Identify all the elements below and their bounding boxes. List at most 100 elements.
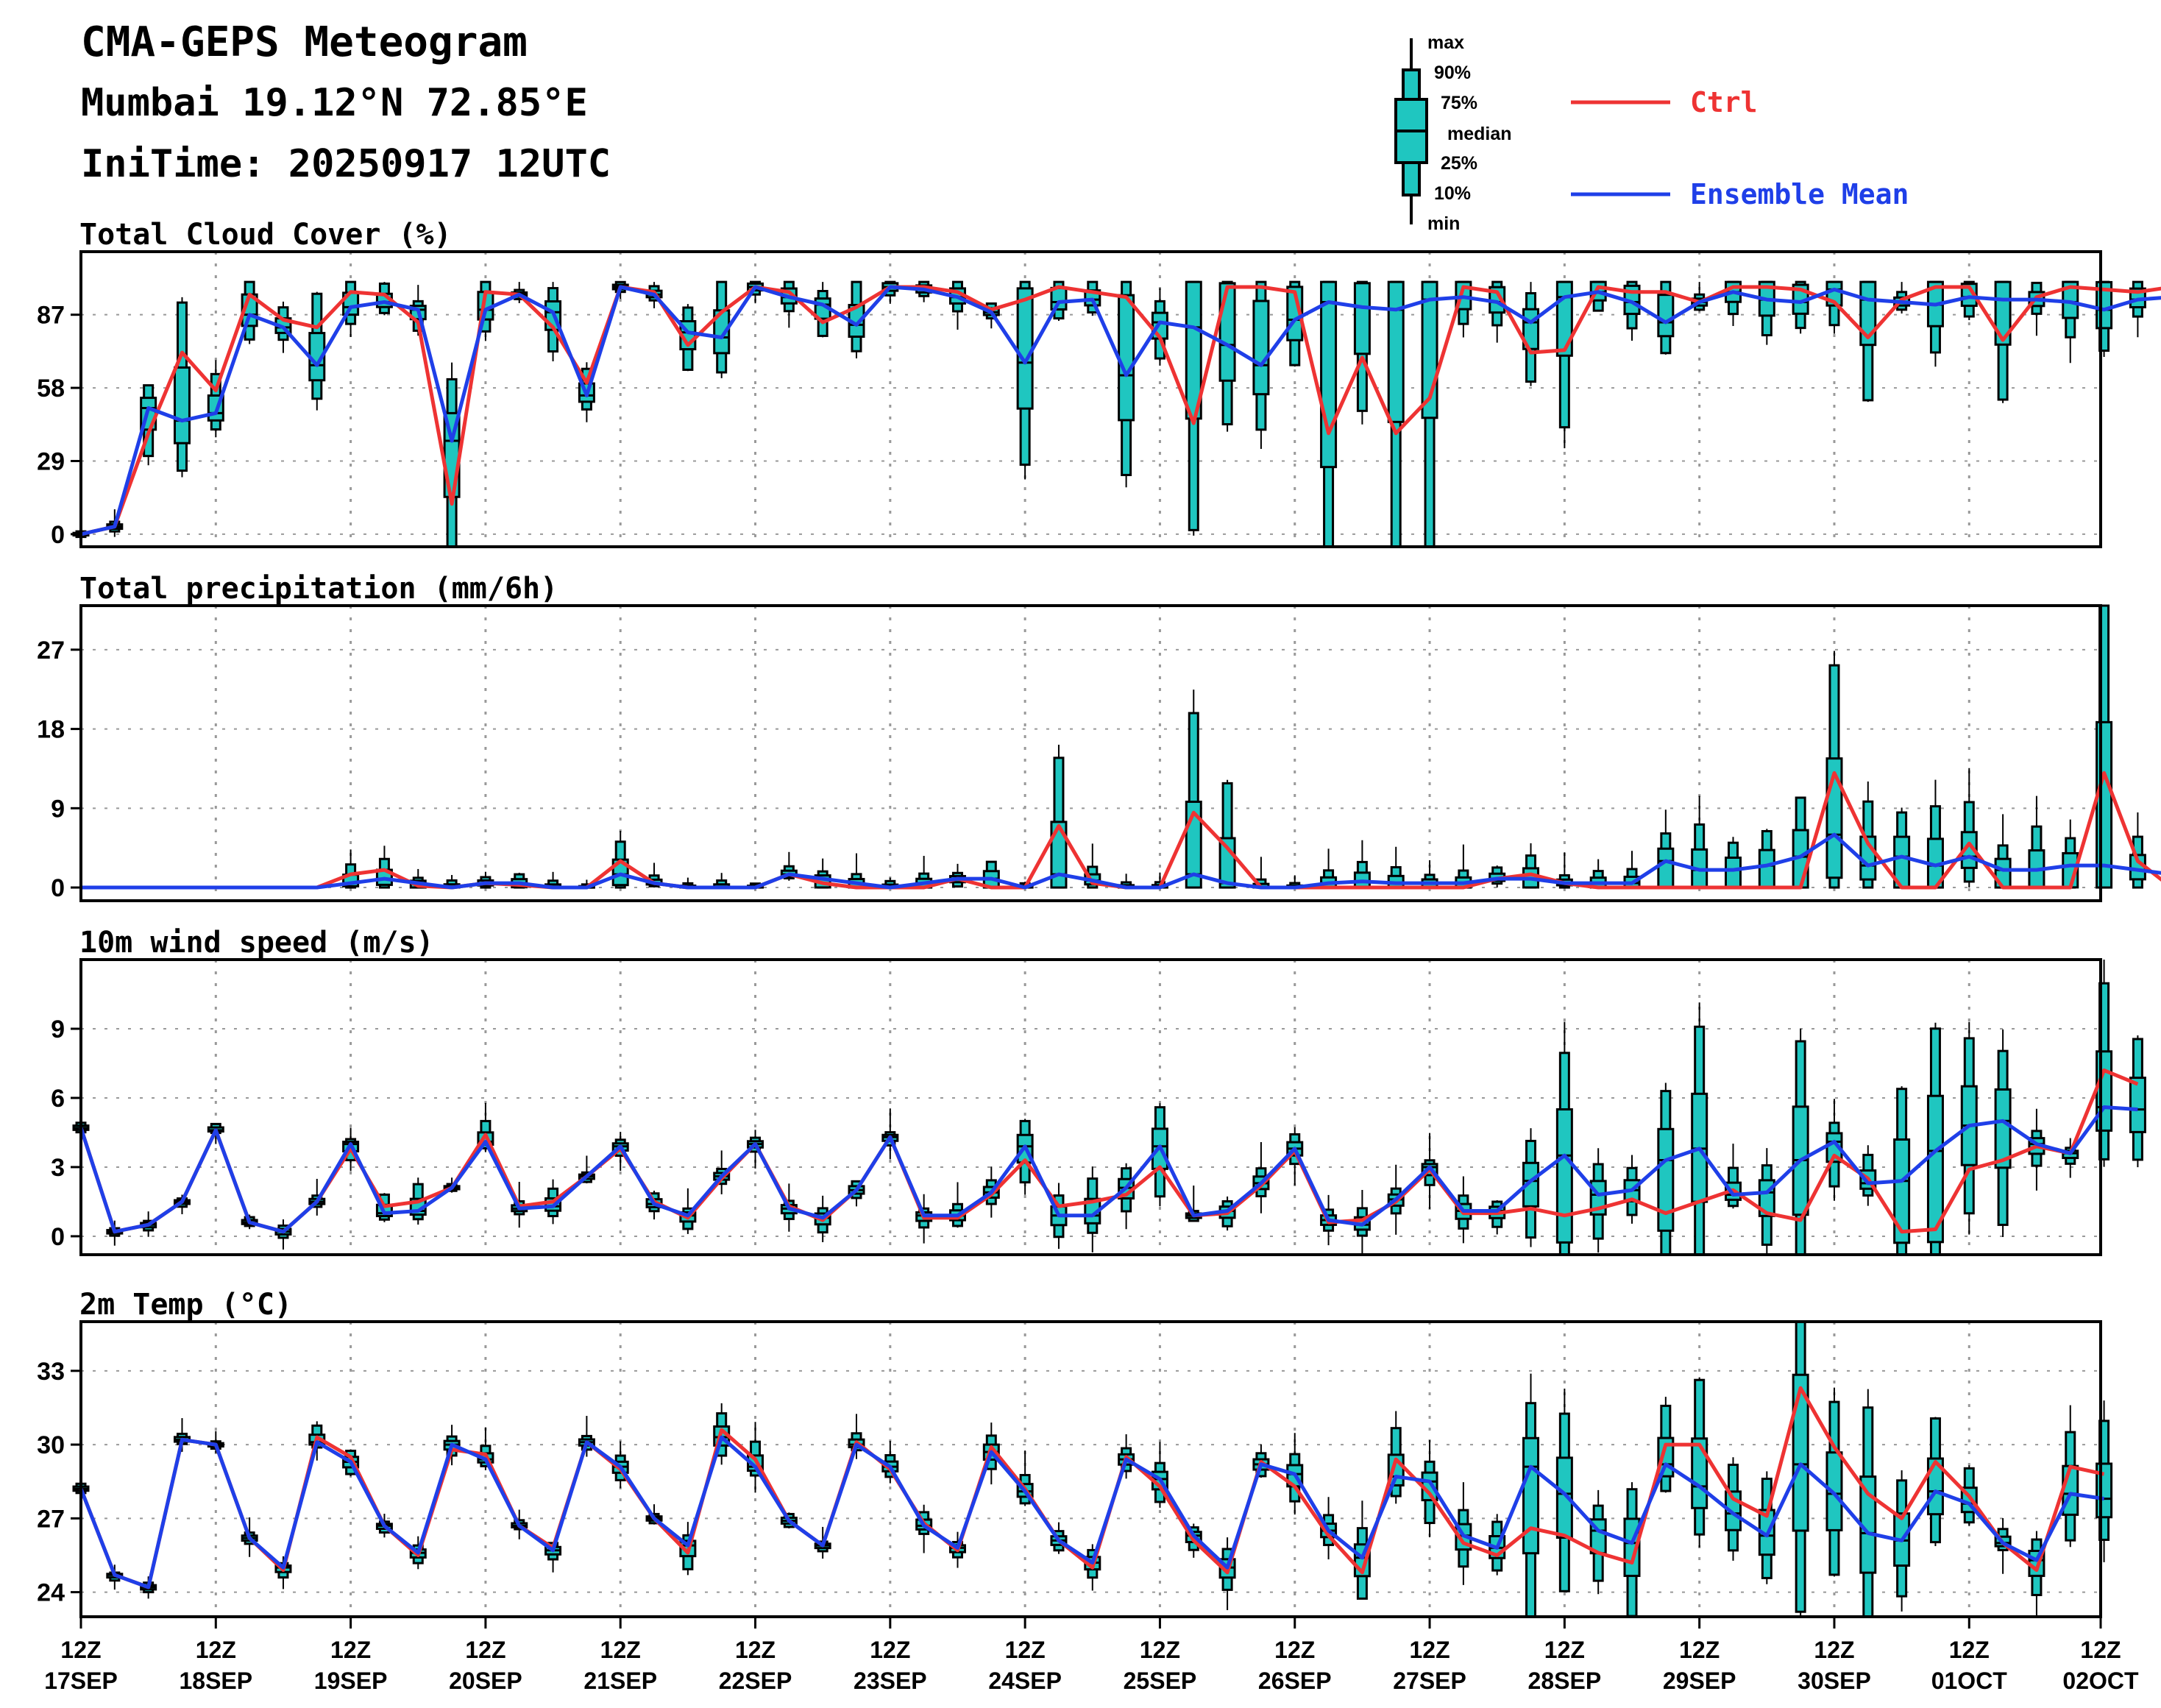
ensemble-box	[1960, 768, 1978, 888]
ensemble-box	[1926, 779, 1944, 889]
x-tick-date-label: 22SEP	[719, 1668, 792, 1694]
x-tick-date-label: 27SEP	[1393, 1668, 1466, 1694]
ensemble-box	[1555, 1021, 1573, 1256]
x-tick-date-label: 25SEP	[1124, 1668, 1197, 1694]
panel-title: Total Cloud Cover (%)	[79, 218, 452, 252]
ensemble-box	[948, 1182, 966, 1228]
box-p25-p75	[1522, 1161, 1540, 1208]
x-tick-date-label: 29SEP	[1663, 1668, 1736, 1694]
x-tick-date-label: 28SEP	[1528, 1668, 1602, 1694]
y-tick-label: 9	[51, 1016, 65, 1043]
x-tick: 12Z 29SEP	[1663, 1617, 1736, 1694]
panel-1: Total Cloud Cover (%) 0 29 58 87	[37, 218, 2161, 549]
ensemble-box	[1691, 795, 1708, 889]
x-tick-date-label: 17SEP	[44, 1668, 118, 1694]
ensemble-box	[578, 1416, 595, 1457]
ensemble-mean-series-line	[80, 285, 2161, 536]
x-tick-hour-label: 12Z	[2080, 1637, 2121, 1663]
x-tick-date-label: 01OCT	[1931, 1668, 2008, 1694]
ensemble-box	[1724, 1144, 1742, 1209]
ensemble-box	[274, 1219, 292, 1250]
y-tick-label: 9	[51, 795, 65, 823]
ensemble-box	[1218, 280, 1236, 432]
y-tick-label: 24	[37, 1579, 65, 1607]
ensemble-box	[1218, 779, 1236, 889]
ensemble-box	[1994, 814, 2012, 889]
ensemble-box	[1589, 1148, 1607, 1253]
x-tick-hour-label: 12Z	[1814, 1637, 1854, 1663]
box-p25-p75	[1522, 1436, 1540, 1555]
legend-p10-label: 10%	[1434, 183, 1471, 204]
box-p25-p75	[1926, 1094, 1944, 1244]
y-tick-label: 33	[37, 1358, 65, 1386]
x-tick-hour-label: 12Z	[735, 1637, 776, 1663]
ensemble-box	[2096, 1400, 2113, 1562]
y-tick-label: 27	[37, 1505, 65, 1533]
ensemble-box	[1118, 280, 1135, 488]
y-tick-label: 3	[51, 1154, 65, 1182]
init-time-label: IniTime: 20250917 12UTC	[81, 142, 611, 186]
ensemble-box	[173, 297, 191, 478]
ensemble-mean-series-line	[79, 1435, 2104, 1590]
ensemble-box	[1589, 1489, 1607, 1595]
box-p25-p75	[1252, 300, 1270, 396]
ensemble-box	[1724, 837, 1742, 889]
box-p25-p75	[1353, 282, 1371, 355]
box-p25-p75	[1724, 857, 1742, 889]
panel-4: 2m Temp (°C) 24 27 30 33	[37, 1288, 2113, 1618]
ensemble-box	[1758, 280, 1775, 345]
ensemble-box	[1555, 280, 1573, 449]
ensemble-box	[1657, 280, 1675, 355]
panel-2: Total precipitation (mm/6h) 0 9 18 27	[37, 572, 2161, 902]
ensemble-box	[2096, 960, 2113, 1167]
chart-title: CMA-GEPS Meteogram	[81, 18, 528, 66]
ctrl-series-line	[81, 770, 2161, 890]
y-tick-label: 0	[51, 874, 65, 902]
ensemble-box	[2062, 1405, 2079, 1548]
panel-title: 10m wind speed (m/s)	[79, 926, 434, 960]
panel-frame	[79, 250, 2102, 548]
x-tick-hour-label: 12Z	[465, 1637, 505, 1663]
panels-layer: Total Cloud Cover (%) 0 29 58 87 Total precip…	[37, 218, 2161, 1618]
legend-ctrl-label: Ctrl	[1690, 86, 1758, 118]
ensemble-box	[443, 362, 461, 548]
x-tick: 12Z 22SEP	[719, 1617, 792, 1694]
ensemble-box	[1387, 280, 1405, 548]
ensemble-box	[2028, 795, 2045, 889]
box-p25-p75	[1050, 286, 1068, 311]
ensemble-box	[1050, 744, 1068, 889]
ensemble-box	[713, 280, 731, 378]
ensemble-box	[2028, 281, 2045, 336]
x-tick-date-label: 19SEP	[314, 1668, 388, 1694]
x-tick-hour-label: 12Z	[1544, 1637, 1585, 1663]
ensemble-box	[982, 860, 1000, 889]
x-tick-date-label: 20SEP	[449, 1668, 522, 1694]
y-tick-label: 18	[37, 716, 65, 744]
x-tick: 12Z 19SEP	[314, 1617, 388, 1694]
y-tick-label: 29	[37, 447, 65, 475]
ctrl-series-line	[79, 1068, 2139, 1234]
x-tick-date-label: 21SEP	[583, 1668, 657, 1694]
ensemble-box	[1758, 1148, 1775, 1255]
x-tick: 12Z 25SEP	[1124, 1617, 1197, 1694]
box-p25-p75	[1792, 1373, 1809, 1532]
ensemble-box	[1555, 1389, 1573, 1592]
box-p25-p75	[1218, 282, 1236, 382]
legend: max 90% 75% median 25% 10% min Ctrl Ense…	[1394, 32, 1909, 234]
panel-title: 2m Temp (°C)	[79, 1288, 292, 1322]
ensemble-box	[1893, 807, 1911, 889]
ensemble-box	[1657, 809, 1675, 889]
x-tick-date-label: 23SEP	[854, 1668, 927, 1694]
ensemble-box	[1185, 690, 1202, 889]
y-tick-label: 58	[37, 375, 65, 403]
box-p25-p75	[1555, 1108, 1573, 1244]
ensemble-box	[2062, 819, 2079, 889]
ensemble-box	[713, 873, 731, 889]
ensemble-box	[1893, 1086, 1911, 1256]
box-p25-p75	[1893, 1138, 1911, 1244]
ensemble-box	[1016, 280, 1034, 480]
box-p25-p75	[2096, 720, 2113, 889]
box-p25-p75	[1387, 280, 1405, 423]
x-tick: 12Z 24SEP	[988, 1617, 1062, 1694]
location-label: Mumbai 19.12°N 72.85°E	[81, 81, 588, 125]
